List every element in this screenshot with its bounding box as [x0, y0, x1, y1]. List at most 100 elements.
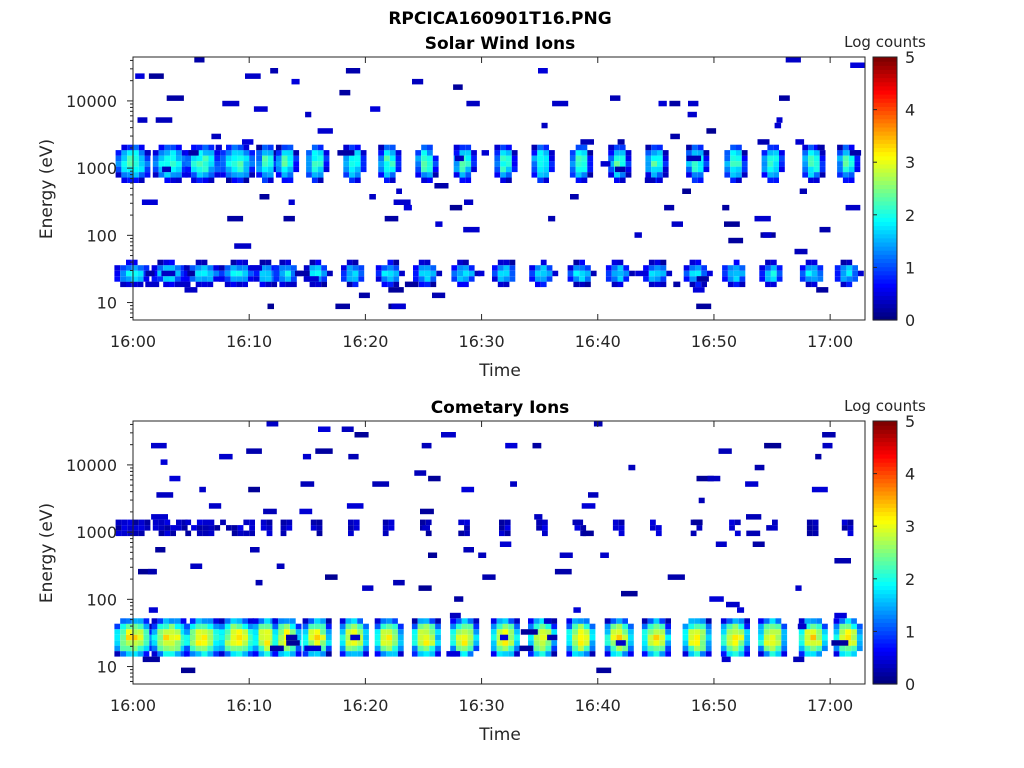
spectrogram-cell — [127, 155, 133, 162]
spectrogram-cell — [427, 177, 433, 183]
spectrogram-cell — [184, 623, 190, 630]
spectrogram-cell — [494, 166, 501, 173]
spectrogram-cell — [435, 629, 441, 635]
spectrogram-cell — [170, 177, 176, 183]
spectrogram-cell — [539, 634, 546, 641]
spectrogram-cell — [535, 281, 541, 288]
spectrogram-cell — [384, 172, 390, 178]
spectrogram-cell — [811, 276, 818, 282]
spectrogram-cell — [623, 265, 630, 271]
spectrogram-cell — [267, 172, 274, 178]
spectrogram-cell — [163, 651, 169, 657]
spectrogram-cell — [381, 276, 388, 282]
spectrogram-cell — [653, 640, 660, 646]
spectrogram-cell — [548, 215, 556, 222]
spectrogram-cell — [302, 640, 309, 646]
spectrogram-cell — [176, 150, 182, 156]
spectrogram-cell — [378, 161, 384, 167]
spectrogram-cell — [541, 122, 548, 129]
spectrogram-cell — [302, 623, 309, 630]
colorbar-segment — [873, 69, 897, 75]
spectrogram-cell — [220, 172, 226, 178]
spectrogram-cell — [138, 161, 145, 167]
colorbar-segment — [873, 209, 897, 214]
spectrogram-cell — [152, 519, 159, 526]
spectrogram-cell — [352, 259, 359, 266]
spectrogram-cell — [201, 259, 208, 266]
spectrogram-cell — [575, 177, 582, 183]
spectrogram-cell — [337, 150, 355, 156]
spectrogram-cell — [822, 640, 828, 646]
spectrogram-cell — [463, 226, 480, 233]
colorbar-segment — [873, 184, 897, 190]
spectrogram-cell — [345, 634, 352, 641]
spectrogram-cell — [726, 640, 733, 646]
colorbar-segment — [873, 560, 897, 566]
spectrogram-cell — [189, 651, 196, 657]
spectrogram-cell — [320, 629, 326, 635]
spectrogram-cell — [131, 281, 138, 288]
spectrogram-cell — [435, 221, 443, 227]
colorbar-segment — [873, 77, 897, 83]
spectrogram-cell — [429, 645, 436, 652]
spectrogram-cell — [151, 651, 158, 657]
colorbar-segment — [873, 278, 897, 284]
spectrogram-cell — [231, 144, 238, 151]
spectrogram-cell — [819, 161, 826, 167]
spectrogram-cell — [473, 640, 480, 646]
spectrogram-cell — [618, 525, 625, 531]
spectrogram-cell — [224, 640, 231, 646]
spectrogram-cell — [503, 259, 510, 266]
spectrogram-cell — [746, 530, 761, 537]
colorbar-segment — [873, 507, 897, 513]
spectrogram-cell — [315, 448, 333, 454]
spectrogram-cell — [514, 634, 520, 641]
spectrogram-cell — [608, 150, 614, 156]
spectrogram-cell — [461, 629, 468, 635]
spectrogram-cell — [492, 276, 498, 282]
spectrogram-cell — [804, 629, 811, 635]
spectrogram-cell — [185, 519, 192, 526]
spectrogram-cell — [415, 150, 422, 156]
spectrogram-cell — [461, 486, 475, 493]
spectrogram-cell — [281, 144, 288, 151]
spectrogram-cell — [692, 287, 705, 293]
spectrogram-cell — [583, 651, 590, 657]
spectrogram-cell — [773, 150, 779, 156]
spectrogram-cell — [273, 265, 280, 271]
colorbar-segment — [873, 647, 897, 652]
colorbar-segment — [873, 246, 897, 251]
spectrogram-cell — [184, 276, 190, 282]
spectrogram-cell — [467, 618, 474, 624]
spectrogram-cell — [689, 270, 696, 277]
spectrogram-cell — [473, 623, 480, 630]
spectrogram-cell — [497, 270, 504, 277]
spectrogram-cell — [219, 640, 225, 646]
spectrogram-cell — [457, 265, 463, 271]
spectrogram-cell — [688, 623, 695, 630]
spectrogram-cell — [757, 139, 770, 145]
colorbar-segment — [873, 494, 897, 500]
spectrogram-cell — [490, 651, 497, 657]
spectrogram-cell — [374, 618, 381, 624]
spectrogram-cell — [133, 530, 139, 537]
spectrogram-cell — [131, 276, 138, 282]
spectrogram-cell — [138, 150, 145, 156]
spectrogram-cell — [770, 259, 777, 266]
spectrogram-cell — [589, 640, 596, 646]
spectrogram-cell — [759, 276, 766, 282]
spectrogram-cell — [138, 530, 145, 537]
spectrogram-cell — [389, 177, 396, 183]
spectrogram-cell — [259, 270, 266, 277]
spectrogram-cell — [701, 281, 707, 288]
spectrogram-cell — [465, 144, 472, 151]
spectrogram-cell — [722, 270, 728, 277]
spectrogram-cell — [144, 150, 151, 156]
spectrogram-cell — [325, 634, 332, 641]
spectrogram-cell — [208, 155, 215, 162]
spectrogram-cell — [160, 459, 168, 465]
spectrogram-cell — [473, 618, 480, 624]
spectrogram-cell — [654, 281, 661, 288]
spectrogram-cell — [309, 259, 316, 266]
spectrogram-cell — [137, 640, 144, 646]
